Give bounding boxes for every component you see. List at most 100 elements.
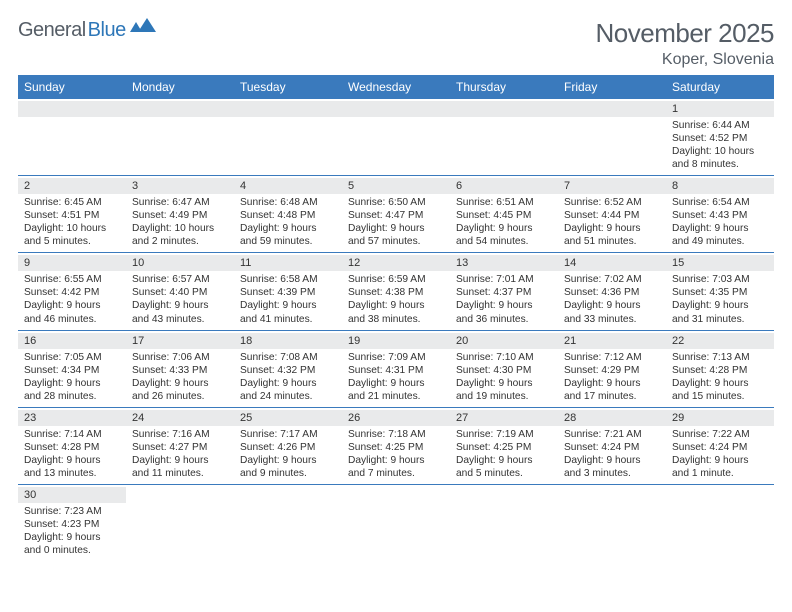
daylight-line-1: Daylight: 9 hours <box>132 454 228 467</box>
calendar-day: 11 Sunrise: 6:58 AMSunset: 4:39 PMDayligh… <box>234 253 342 329</box>
daylight-line-2: and 3 minutes. <box>564 467 660 480</box>
calendar-day: 3Sunrise: 6:47 AMSunset: 4:49 PMDaylight… <box>126 176 234 252</box>
month-title: November 2025 <box>596 18 775 49</box>
daylight-line-1: Daylight: 9 hours <box>672 299 768 312</box>
daylight-line-1: Daylight: 9 hours <box>348 454 444 467</box>
daylight-line-1: Daylight: 9 hours <box>456 222 552 235</box>
sunrise-line: Sunrise: 7:18 AM <box>348 428 444 441</box>
calendar-day-empty <box>234 485 342 561</box>
sunset-line: Sunset: 4:38 PM <box>348 286 444 299</box>
day-number: 7 <box>558 178 666 194</box>
day-number: 17 <box>126 333 234 349</box>
day-number: 9 <box>18 255 126 271</box>
day-number: 12 <box>342 255 450 271</box>
daylight-line-2: and 19 minutes. <box>456 390 552 403</box>
daylight-line-2: and 0 minutes. <box>24 544 120 557</box>
day-number: 29 <box>666 410 774 426</box>
calendar-day: 26Sunrise: 7:18 AMSunset: 4:25 PMDayligh… <box>342 408 450 484</box>
daylight-line-1: Daylight: 9 hours <box>348 299 444 312</box>
sunset-line: Sunset: 4:35 PM <box>672 286 768 299</box>
calendar-day: 25Sunrise: 7:17 AMSunset: 4:26 PMDayligh… <box>234 408 342 484</box>
daylight-line-2: and 15 minutes. <box>672 390 768 403</box>
calendar-day-empty <box>450 99 558 175</box>
calendar-day: 12Sunrise: 6:59 AMSunset: 4:38 PMDayligh… <box>342 253 450 329</box>
sunrise-line: Sunrise: 7:01 AM <box>456 273 552 286</box>
daylight-line-1: Daylight: 10 hours <box>132 222 228 235</box>
calendar-day-empty <box>126 485 234 561</box>
daylight-line-1: Daylight: 9 hours <box>564 454 660 467</box>
sunset-line: Sunset: 4:49 PM <box>132 209 228 222</box>
sunset-line: Sunset: 4:39 PM <box>240 286 336 299</box>
sunrise-line: Sunrise: 7:14 AM <box>24 428 120 441</box>
sunrise-line: Sunrise: 7:05 AM <box>24 351 120 364</box>
sunset-line: Sunset: 4:40 PM <box>132 286 228 299</box>
sunset-line: Sunset: 4:45 PM <box>456 209 552 222</box>
day-number: 16 <box>18 333 126 349</box>
sunset-line: Sunset: 4:28 PM <box>672 364 768 377</box>
day-number: 18 <box>234 333 342 349</box>
calendar-day-empty <box>450 485 558 561</box>
calendar-day: 21Sunrise: 7:12 AMSunset: 4:29 PMDayligh… <box>558 331 666 407</box>
daylight-line-1: Daylight: 9 hours <box>240 299 336 312</box>
sunset-line: Sunset: 4:43 PM <box>672 209 768 222</box>
title-block: November 2025 Koper, Slovenia <box>596 18 775 69</box>
daylight-line-1: Daylight: 9 hours <box>240 222 336 235</box>
day-number-empty <box>342 101 450 117</box>
day-header: Thursday <box>450 75 558 99</box>
day-number: 8 <box>666 178 774 194</box>
sunrise-line: Sunrise: 7:02 AM <box>564 273 660 286</box>
sunset-line: Sunset: 4:30 PM <box>456 364 552 377</box>
day-header: Wednesday <box>342 75 450 99</box>
daylight-line-2: and 26 minutes. <box>132 390 228 403</box>
sunset-line: Sunset: 4:32 PM <box>240 364 336 377</box>
day-number-empty <box>18 101 126 117</box>
sunrise-line: Sunrise: 6:44 AM <box>672 119 768 132</box>
daylight-line-1: Daylight: 9 hours <box>672 222 768 235</box>
day-number-empty <box>450 101 558 117</box>
day-number: 11 <box>234 255 342 271</box>
sunrise-line: Sunrise: 6:51 AM <box>456 196 552 209</box>
daylight-line-1: Daylight: 9 hours <box>564 222 660 235</box>
sunrise-line: Sunrise: 6:58 AM <box>240 273 336 286</box>
daylight-line-1: Daylight: 9 hours <box>240 454 336 467</box>
calendar-day: 13Sunrise: 7:01 AMSunset: 4:37 PMDayligh… <box>450 253 558 329</box>
sunrise-line: Sunrise: 6:45 AM <box>24 196 120 209</box>
daylight-line-2: and 8 minutes. <box>672 158 768 171</box>
sunrise-line: Sunrise: 7:17 AM <box>240 428 336 441</box>
sunrise-line: Sunrise: 6:48 AM <box>240 196 336 209</box>
sunset-line: Sunset: 4:33 PM <box>132 364 228 377</box>
day-number: 22 <box>666 333 774 349</box>
sunset-line: Sunset: 4:25 PM <box>456 441 552 454</box>
day-headers-row: SundayMondayTuesdayWednesdayThursdayFrid… <box>18 75 774 99</box>
calendar-day-empty <box>558 99 666 175</box>
daylight-line-1: Daylight: 9 hours <box>456 377 552 390</box>
calendar-week: 1Sunrise: 6:44 AMSunset: 4:52 PMDaylight… <box>18 99 774 176</box>
daylight-line-2: and 24 minutes. <box>240 390 336 403</box>
daylight-line-1: Daylight: 9 hours <box>132 377 228 390</box>
sunrise-line: Sunrise: 7:10 AM <box>456 351 552 364</box>
daylight-line-1: Daylight: 9 hours <box>24 377 120 390</box>
sunrise-line: Sunrise: 6:50 AM <box>348 196 444 209</box>
calendar-day: 10Sunrise: 6:57 AMSunset: 4:40 PMDayligh… <box>126 253 234 329</box>
sunrise-line: Sunrise: 7:21 AM <box>564 428 660 441</box>
day-number: 13 <box>450 255 558 271</box>
sunrise-line: Sunrise: 7:12 AM <box>564 351 660 364</box>
daylight-line-1: Daylight: 9 hours <box>24 531 120 544</box>
calendar-day-empty <box>342 99 450 175</box>
day-number: 10 <box>126 255 234 271</box>
day-number-empty <box>558 101 666 117</box>
calendar-day: 5Sunrise: 6:50 AMSunset: 4:47 PMDaylight… <box>342 176 450 252</box>
day-number: 15 <box>666 255 774 271</box>
sunset-line: Sunset: 4:24 PM <box>672 441 768 454</box>
sunrise-line: Sunrise: 6:47 AM <box>132 196 228 209</box>
logo-flag-icon <box>130 18 156 36</box>
sunset-line: Sunset: 4:37 PM <box>456 286 552 299</box>
calendar-day: 29Sunrise: 7:22 AMSunset: 4:24 PMDayligh… <box>666 408 774 484</box>
daylight-line-1: Daylight: 9 hours <box>672 377 768 390</box>
calendar-day-empty <box>18 99 126 175</box>
sunrise-line: Sunrise: 7:08 AM <box>240 351 336 364</box>
daylight-line-2: and 57 minutes. <box>348 235 444 248</box>
sunset-line: Sunset: 4:27 PM <box>132 441 228 454</box>
calendar-day: 20Sunrise: 7:10 AMSunset: 4:30 PMDayligh… <box>450 331 558 407</box>
daylight-line-2: and 59 minutes. <box>240 235 336 248</box>
